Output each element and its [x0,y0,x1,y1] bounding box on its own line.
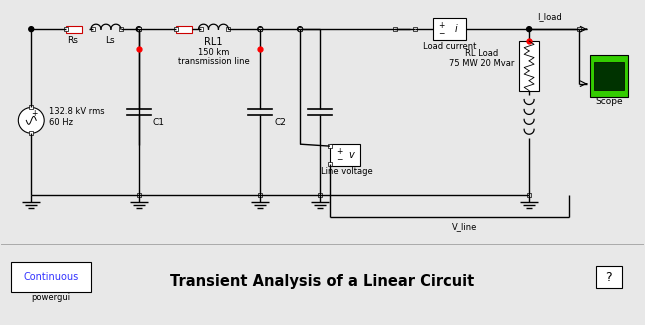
Bar [594,62,624,90]
Circle shape [29,27,34,32]
Bar [577,27,581,31]
Bar [199,27,203,31]
Text: ?: ? [606,270,612,283]
Text: 60 Hz: 60 Hz [49,118,73,127]
Text: 150 km: 150 km [198,48,229,57]
Circle shape [297,27,303,32]
Text: C1: C1 [153,118,164,127]
Bar [174,27,177,31]
Text: transmission line: transmission line [177,57,250,66]
Circle shape [526,27,531,32]
Bar [328,144,332,148]
Bar [137,27,141,31]
Bar [330,144,360,166]
Bar [527,193,531,197]
Bar [318,193,322,197]
Text: C2: C2 [274,118,286,127]
Text: powergui: powergui [32,293,71,302]
Text: Scope: Scope [595,98,622,107]
Text: v: v [348,150,353,160]
Text: RL Load: RL Load [464,49,498,58]
Circle shape [136,27,141,32]
Bar [137,193,141,197]
Text: 75 MW 20 Mvar: 75 MW 20 Mvar [449,59,514,68]
Text: Continuous: Continuous [24,272,79,282]
Bar [66,26,82,32]
Text: V_line: V_line [451,222,477,231]
Bar [91,27,95,31]
Bar [298,27,302,31]
Text: +: + [336,147,342,156]
Text: −: − [336,156,342,164]
Text: i: i [455,24,458,34]
Circle shape [18,108,45,133]
Bar [433,18,466,40]
Bar [29,131,34,135]
Text: +: + [31,109,37,118]
Text: Transient Analysis of a Linear Circuit: Transient Analysis of a Linear Circuit [170,275,474,290]
Bar [596,266,622,288]
Bar [175,26,192,32]
Text: Line voltage: Line voltage [321,167,373,176]
Text: +: + [439,21,444,30]
Bar [64,27,68,31]
Bar [328,162,332,166]
Text: −: − [439,30,444,39]
Bar [519,41,539,91]
Text: Rs: Rs [66,36,77,45]
Bar [226,27,230,31]
Text: 132.8 kV rms: 132.8 kV rms [49,108,104,116]
Bar [12,262,91,292]
Text: I_load: I_load [537,12,561,21]
Bar [29,106,34,110]
Bar [258,27,263,31]
Text: RL1: RL1 [204,37,223,47]
Text: Ls: Ls [105,36,115,45]
Text: Load current: Load current [422,42,476,51]
Bar [413,27,417,31]
Bar [119,27,123,31]
Bar [590,55,628,97]
Bar [258,193,263,197]
Circle shape [258,27,263,32]
Bar [393,27,397,31]
